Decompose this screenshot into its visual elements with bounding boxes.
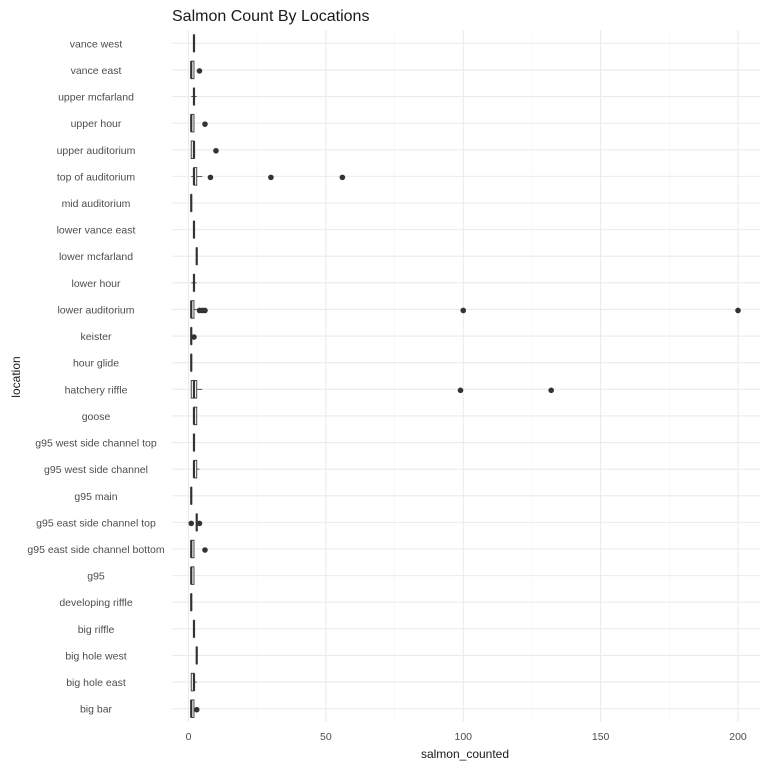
boxplot-g95-east-side-channel-top (188, 513, 203, 532)
boxplot-g95 (190, 566, 195, 585)
boxplot-big-bar (190, 699, 200, 718)
y-axis-categories: big bar big hole east big hole west big rif… (27, 38, 164, 715)
outlier-point (196, 68, 203, 74)
y-category-label: hatchery riffle (65, 384, 128, 396)
y-category-label: vance west (70, 38, 123, 50)
y-category-label: goose (82, 411, 111, 423)
boxplot-hatchery-riffle (190, 380, 554, 399)
y-category-label: upper hour (71, 118, 122, 130)
outlier-point (202, 547, 208, 553)
y-category-label: lower mcfarland (59, 251, 133, 263)
y-category-label: g95 main (74, 491, 117, 503)
outlier-point (207, 174, 214, 181)
boxplot-top-of-auditorium (191, 167, 346, 186)
y-axis-title: location (9, 356, 23, 397)
boxplot-upper-mcfarland (191, 87, 197, 106)
y-category-label: g95 east side channel top (36, 517, 156, 529)
boxplot-keister (190, 326, 197, 346)
x-tick-label: 50 (320, 731, 332, 743)
y-category-label: big hole east (66, 677, 126, 689)
boxplot-g95-west-side-channel (192, 459, 200, 479)
y-category-label: big riffle (78, 624, 115, 636)
boxplots (188, 34, 741, 718)
outlier-point (339, 174, 346, 181)
y-category-label: developing riffle (59, 597, 133, 609)
y-category-label: lower hour (71, 278, 121, 290)
outlier-point (193, 706, 200, 713)
outlier-point (213, 147, 219, 154)
y-category-label: mid auditorium (62, 198, 131, 210)
x-tick-label: 150 (592, 731, 610, 743)
boxplot-upper-auditorium (190, 140, 219, 160)
x-tick-label: 100 (454, 731, 472, 743)
outlier-point (268, 174, 274, 181)
boxplot-upper-hour (190, 113, 208, 133)
outlier-point (191, 334, 197, 340)
boxplot-vance-east (190, 60, 203, 80)
gridlines (172, 30, 760, 722)
y-category-label: big bar (80, 704, 113, 716)
outlier-point (202, 307, 208, 314)
outlier-point (188, 520, 195, 527)
x-axis-title: salmon_counted (421, 747, 509, 761)
y-category-label: top of auditorium (57, 171, 135, 183)
boxplot-g95-east-side-channel-bottom (190, 539, 208, 559)
y-category-label: lower vance east (57, 225, 136, 237)
x-tick-label: 0 (186, 731, 192, 743)
chart-title: Salmon Count By Locations (172, 8, 369, 25)
y-category-label: g95 west side channel top (35, 438, 157, 450)
boxplot-big-hole-east (190, 672, 197, 692)
y-category-label: lower auditorium (57, 304, 134, 316)
boxplot-lower-hour (191, 273, 197, 293)
y-category-label: upper mcfarland (58, 92, 134, 104)
boxplot-goose (192, 406, 198, 426)
outlier-point (548, 387, 554, 394)
y-category-label: g95 (87, 571, 105, 583)
outlier-point (457, 387, 464, 394)
boxplot-lower-auditorium (190, 300, 741, 319)
y-category-label: keister (81, 331, 112, 343)
y-category-label: upper auditorium (57, 145, 136, 157)
x-axis-ticks: 0 50 100 150 200 (186, 731, 747, 743)
y-category-label: g95 east side channel bottom (27, 544, 164, 556)
x-tick-label: 200 (729, 731, 747, 743)
outlier-point (202, 121, 208, 127)
y-category-label: hour glide (73, 358, 119, 370)
y-category-label: big hole west (65, 650, 126, 662)
outlier-point (460, 307, 467, 314)
outlier-point (196, 520, 203, 527)
y-category-label: g95 west side channel (44, 464, 148, 476)
y-category-label: vance east (71, 65, 122, 77)
outlier-point (735, 307, 741, 314)
